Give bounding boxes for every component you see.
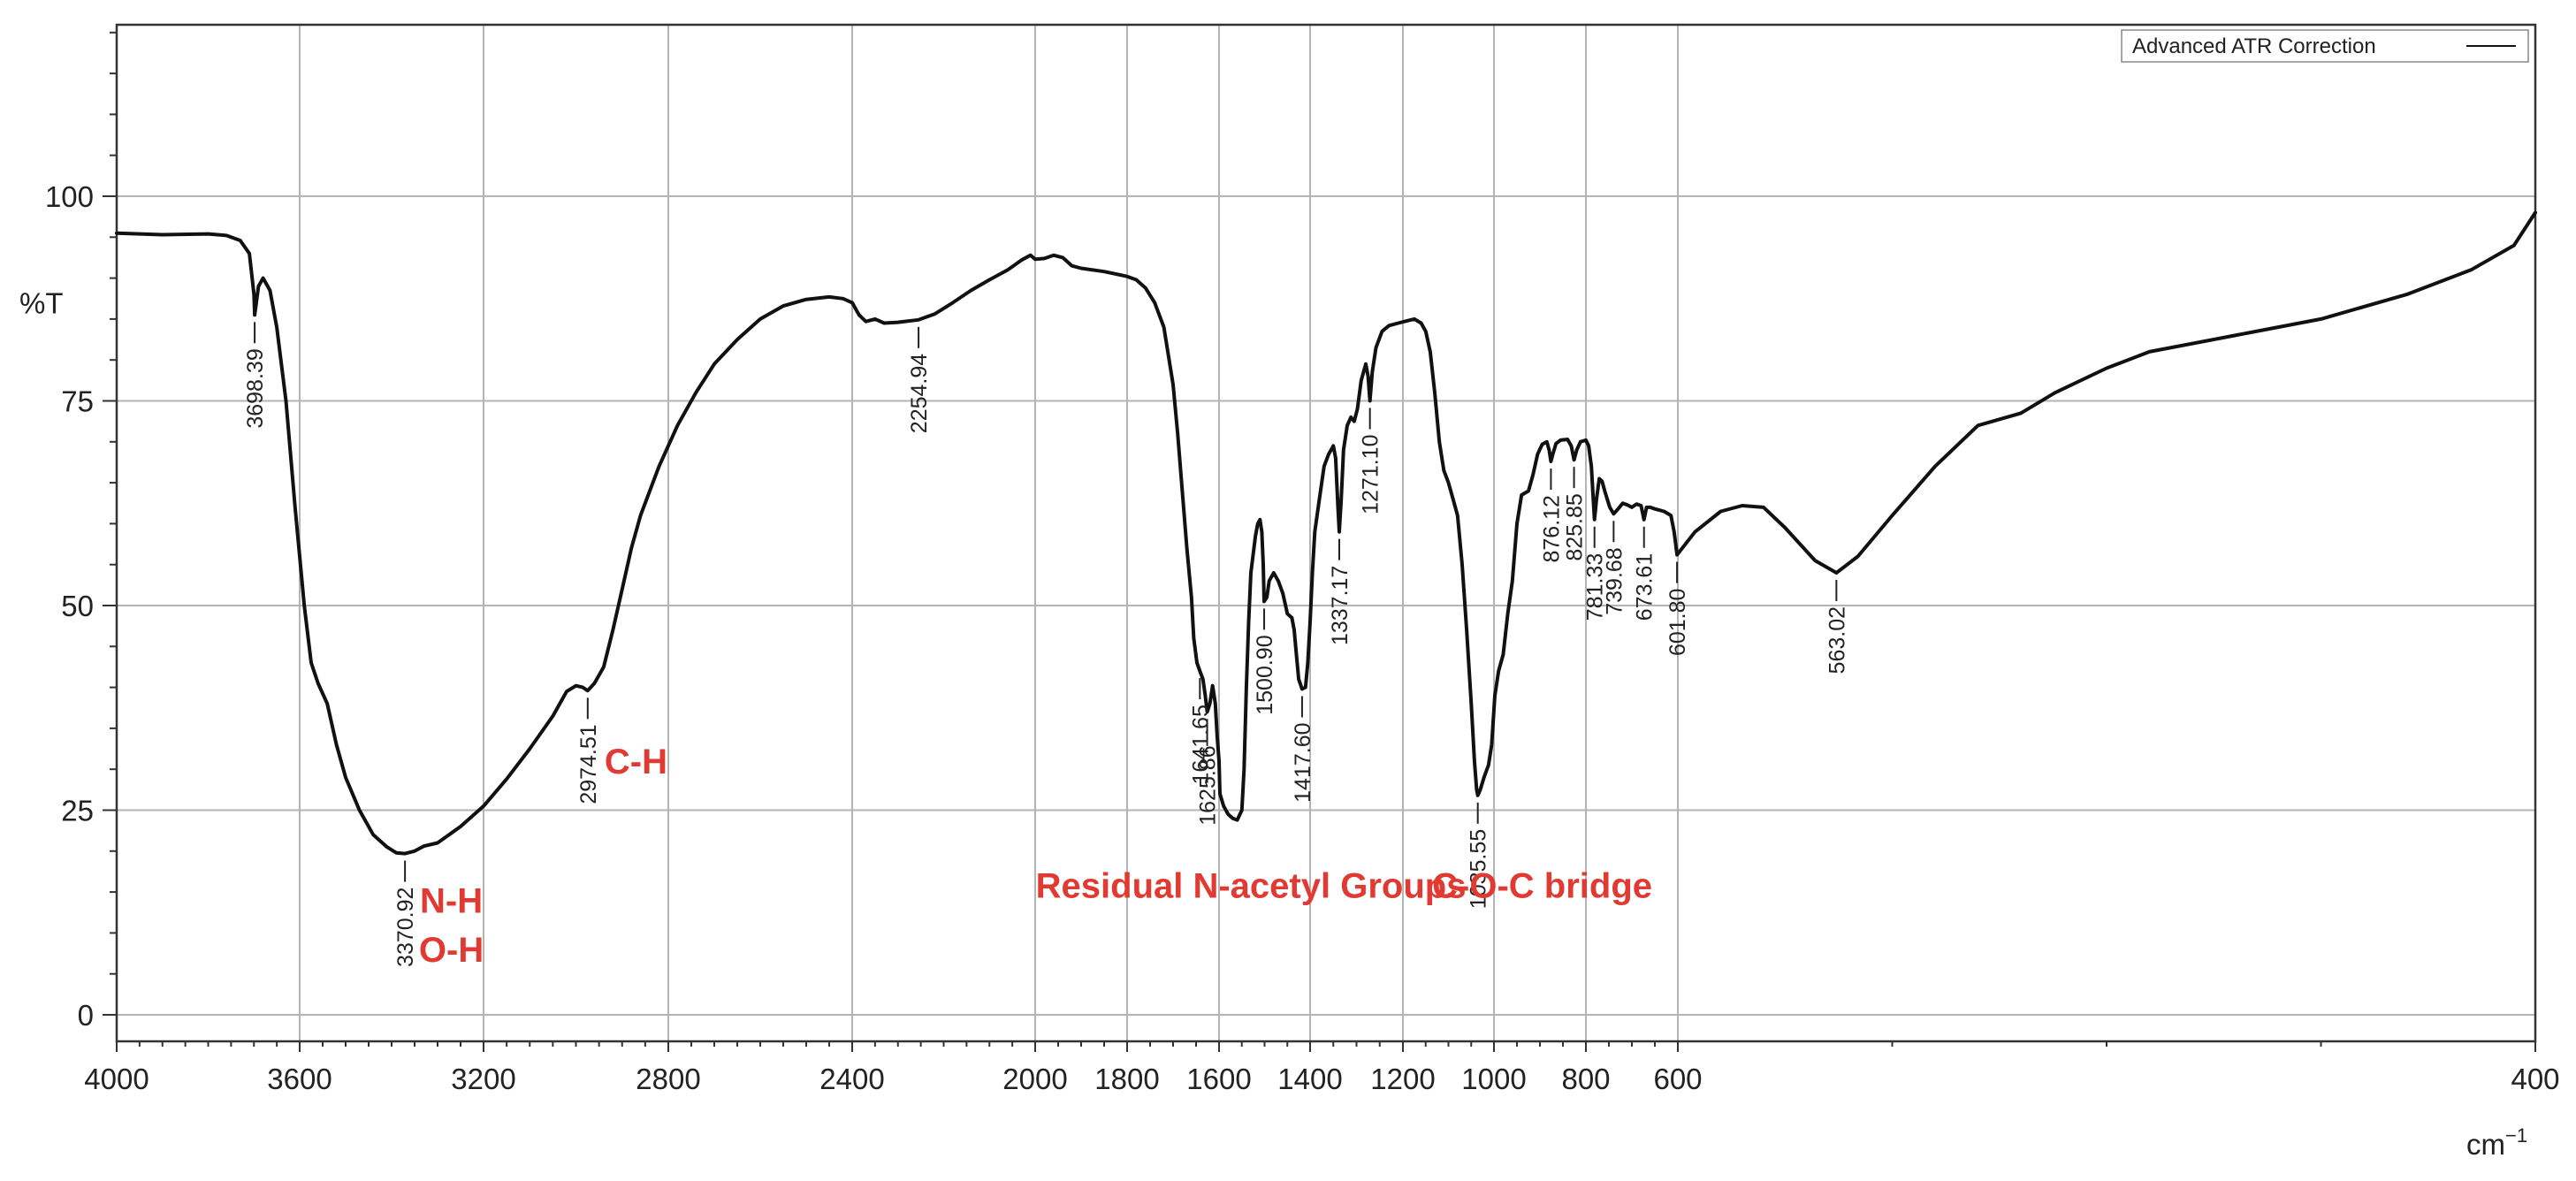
x-tick-label: 1000 xyxy=(1461,1063,1526,1095)
spectrum-line xyxy=(115,210,2537,856)
x-tick-label: 800 xyxy=(1561,1063,1610,1095)
x-tick-label: 1600 xyxy=(1186,1063,1251,1095)
peak-label: 1625.86 xyxy=(1196,745,1221,825)
plot-frame xyxy=(115,23,2537,1043)
peak-label: 563.02 xyxy=(1825,606,1849,674)
x-tick-label: 1800 xyxy=(1094,1063,1159,1095)
peak-label: 1417.60 xyxy=(1291,722,1315,802)
peak-label: 2974.51 xyxy=(576,724,601,804)
peak-label: 1337.17 xyxy=(1328,566,1353,645)
band-annotation: C-O-C bridge xyxy=(1432,867,1652,906)
legend-label: Advanced ATR Correction xyxy=(2132,34,2376,58)
y-tick-label: 100 xyxy=(45,180,94,213)
peak-label: 3698.39 xyxy=(243,348,268,428)
y-tick-label: 50 xyxy=(61,590,94,622)
peak-label: 1035.55 xyxy=(1467,829,1491,909)
peak-label: 1641.65 xyxy=(1188,705,1213,784)
peak-label: 876.12 xyxy=(1539,495,1564,562)
band-annotation: N-H xyxy=(420,881,483,920)
x-tick-label: 3600 xyxy=(267,1063,332,1095)
peak-label: 781.33 xyxy=(1583,553,1608,621)
peak-label: 825.85 xyxy=(1563,493,1588,560)
x-tick-label: 1200 xyxy=(1370,1063,1435,1095)
y-tick-label: 0 xyxy=(78,999,94,1032)
band-annotation: Residual N-acetyl Groups xyxy=(1036,867,1467,906)
x-axis-unit: cm−1 xyxy=(2466,1124,2527,1161)
x-tick-label: 3200 xyxy=(451,1063,515,1095)
x-tick-label: 1400 xyxy=(1277,1063,1342,1095)
peak-label: 601.80 xyxy=(1665,589,1690,656)
legend-box xyxy=(2121,29,2529,63)
band-annotation: C-H xyxy=(605,743,667,781)
y-axis-label: %T xyxy=(19,286,64,319)
peak-label: 673.61 xyxy=(1633,553,1658,621)
peak-label: 3370.92 xyxy=(393,888,418,967)
peak-label: 1500.90 xyxy=(1253,635,1277,714)
x-tick-label: 2800 xyxy=(636,1063,700,1095)
peak-label: 739.68 xyxy=(1602,547,1627,614)
peak-label: 1271.10 xyxy=(1359,435,1383,514)
x-tick-label: 4000 xyxy=(84,1063,149,1095)
x-tick-label: 600 xyxy=(1653,1063,1702,1095)
peak-label: 2254.94 xyxy=(907,354,932,433)
y-tick-label: 75 xyxy=(61,385,94,418)
band-annotation: O-H xyxy=(419,931,484,970)
y-tick-label: 25 xyxy=(61,795,94,827)
x-tick-label: 2000 xyxy=(1002,1063,1067,1095)
x-tick-label: 2400 xyxy=(819,1063,884,1095)
x-tick-label: 400 xyxy=(2511,1063,2559,1095)
